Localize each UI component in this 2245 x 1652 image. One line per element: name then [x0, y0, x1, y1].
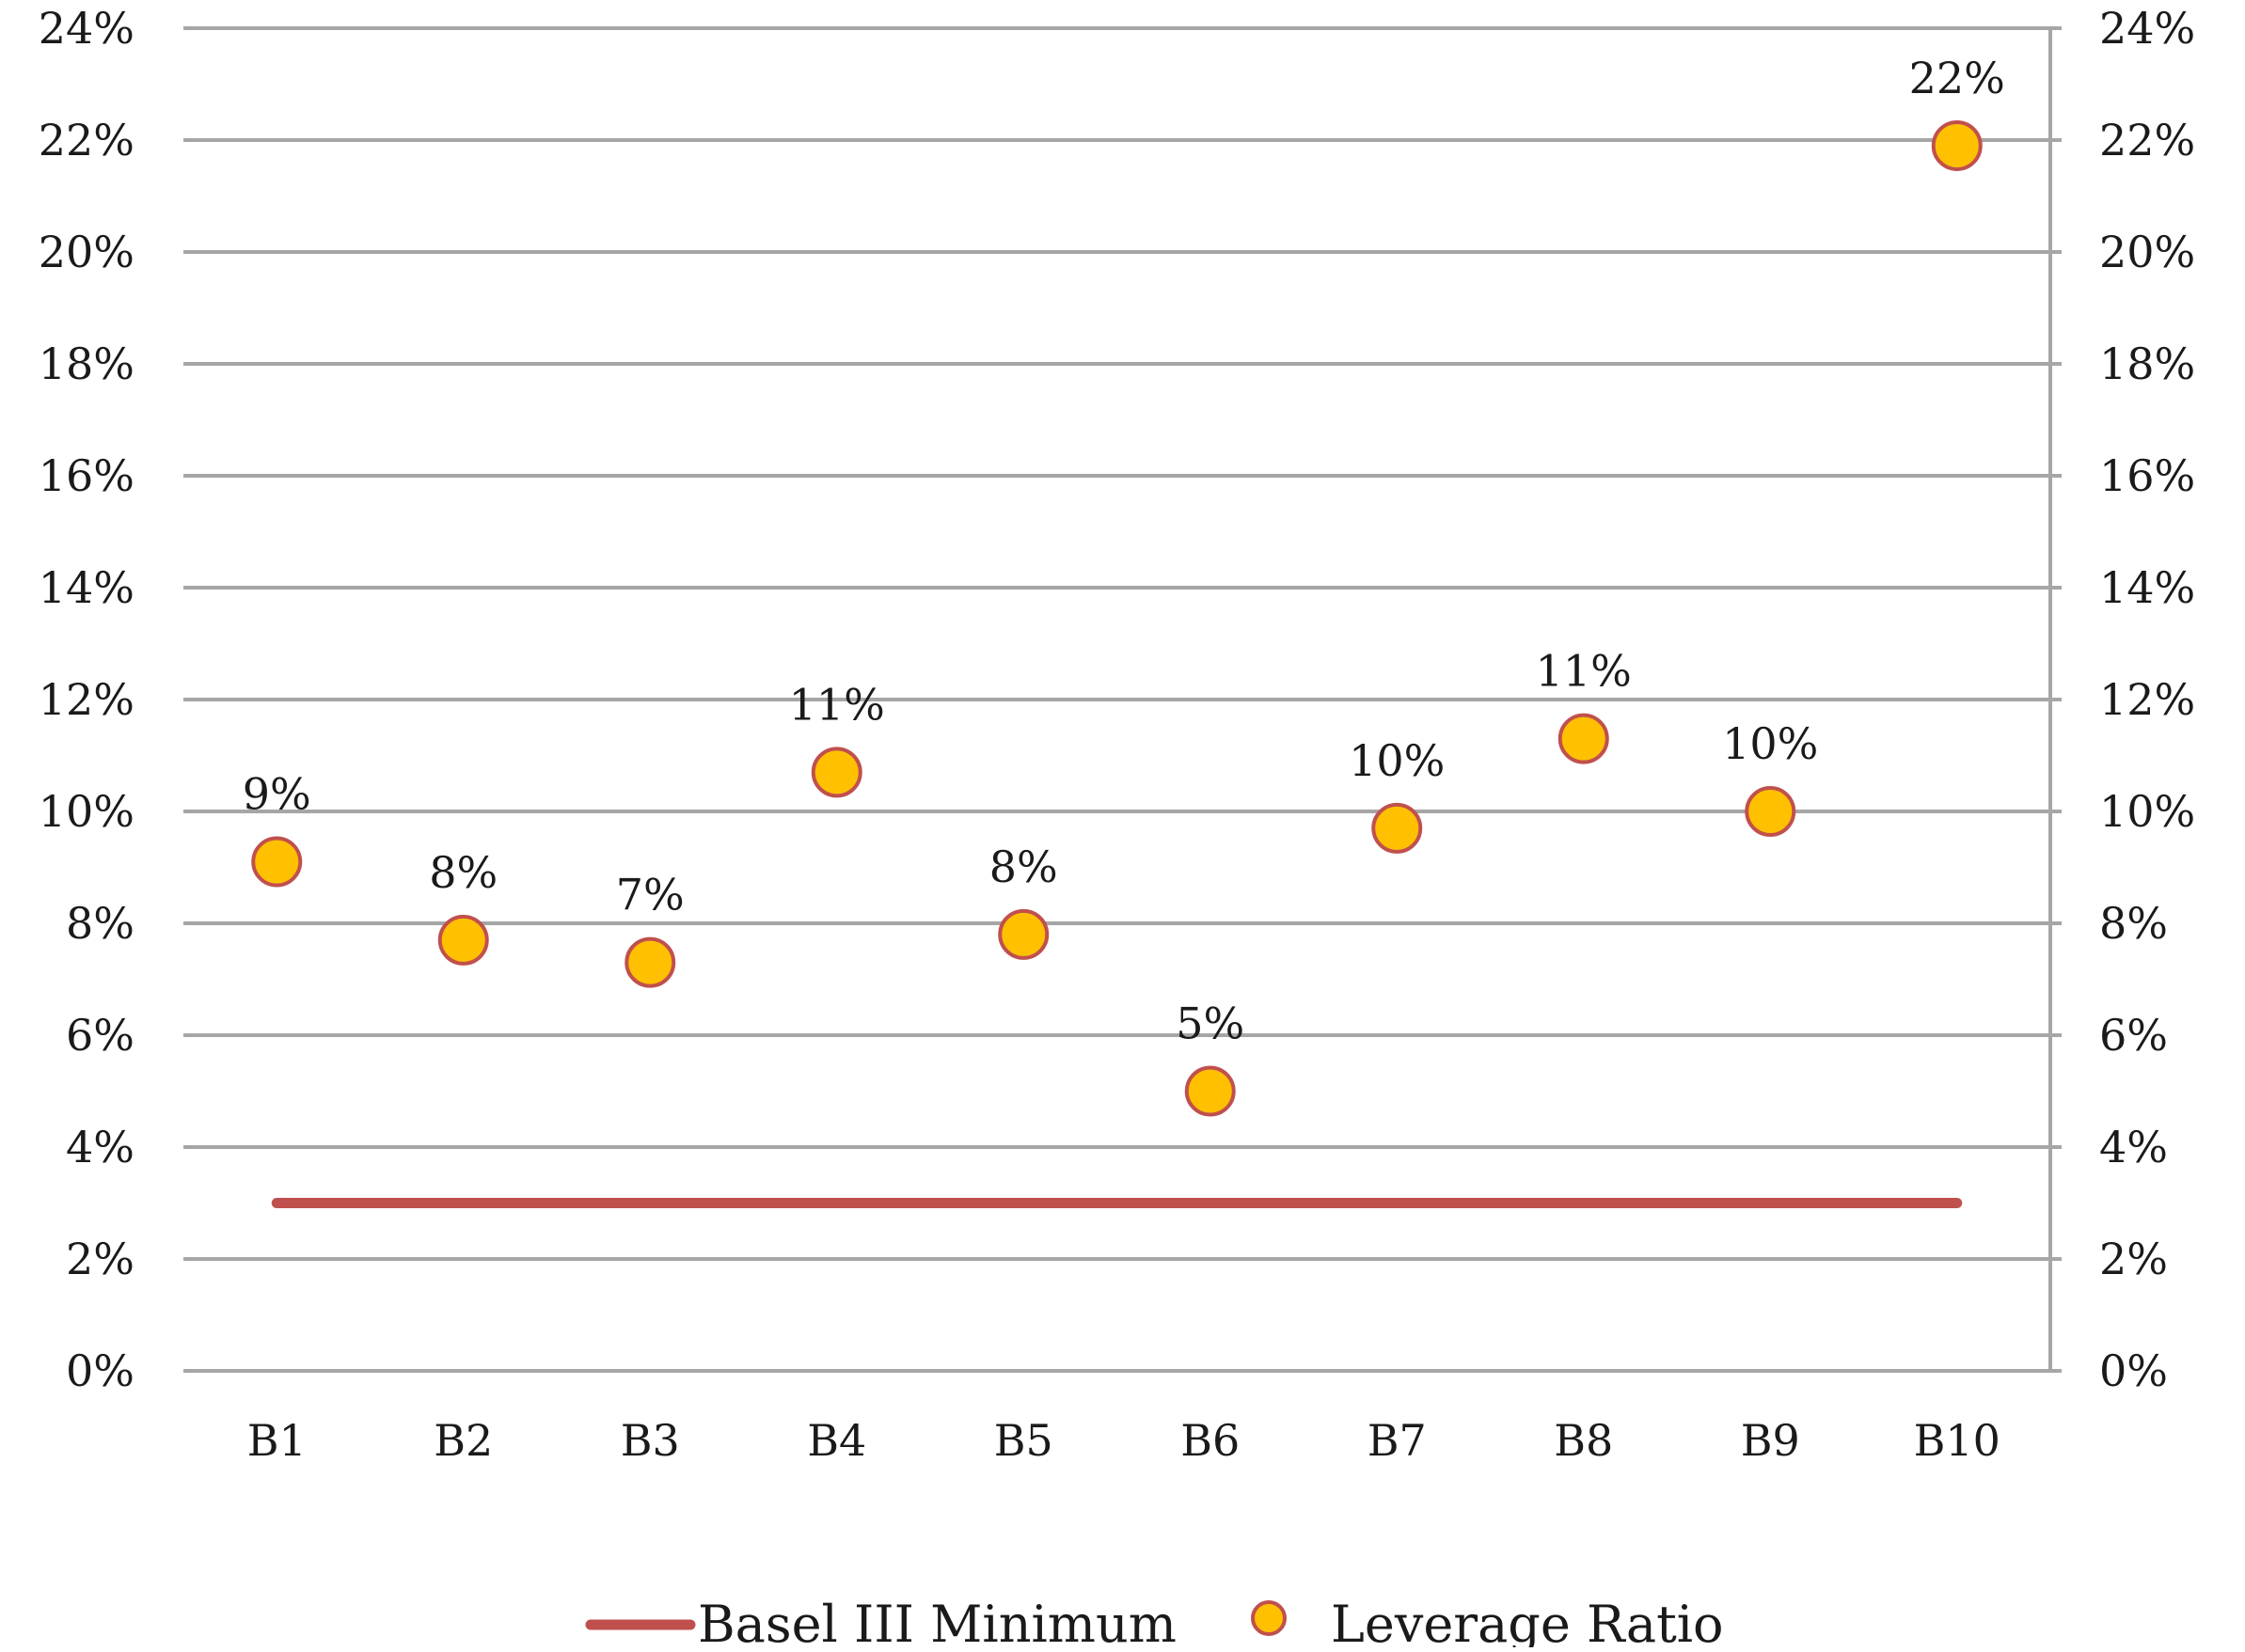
y-axis-left-ticks: 0% 2% 4% 6% 8% 10% 12% 14% 16% 18% 20% 22% 24%	[39, 3, 134, 1396]
y-tick-label-right: 10%	[2099, 786, 2195, 837]
x-category-label: B2	[434, 1415, 493, 1466]
y-tick-label-right: 12%	[2099, 674, 2195, 725]
y-axis-right-ticks: 0% 2% 4% 6% 8% 10% 12% 14% 16% 18% 20% 22% 24%	[2099, 3, 2195, 1396]
leverage-ratio-point	[1371, 802, 1423, 854]
leverage-ratio-point	[1745, 786, 1796, 837]
y-tick-label-right: 2%	[2099, 1234, 2168, 1284]
y-tick-label-left: 18%	[39, 338, 134, 389]
y-tick-label-right: 8%	[2099, 898, 2168, 949]
leverage-ratio-data-label: 9%	[243, 769, 311, 820]
legend-label-leverage-ratio: Leverage Ratio	[1331, 1595, 1724, 1647]
x-category-label: B1	[247, 1415, 307, 1466]
y-tick-label-left: 4%	[66, 1122, 134, 1172]
y-tick-label-left: 0%	[66, 1345, 134, 1396]
leverage-ratio-data-label: 22%	[1909, 53, 2005, 103]
legend-swatch-leverage-ratio	[1251, 1600, 1287, 1636]
y-tick-label-right: 0%	[2099, 1345, 2168, 1396]
y-tick-label-right: 6%	[2099, 1010, 2168, 1061]
x-category-label: B3	[621, 1415, 680, 1466]
y-tick-label-left: 20%	[39, 227, 134, 277]
y-tick-label-right: 14%	[2099, 562, 2195, 613]
leverage-ratio-data-label: 10%	[1722, 718, 1818, 769]
leverage-ratio-point	[811, 747, 862, 798]
x-category-label: B6	[1180, 1415, 1240, 1466]
leverage-ratio-data-label: 5%	[1176, 999, 1244, 1049]
y-tick-label-right: 20%	[2099, 227, 2195, 277]
x-category-label: B7	[1368, 1415, 1427, 1466]
leverage-ratio-point	[437, 914, 489, 966]
y-tick-label-left: 8%	[66, 898, 134, 949]
y-tick-label-left: 22%	[39, 115, 134, 165]
x-category-label: B8	[1554, 1415, 1613, 1466]
x-axis-category-labels: B1 B2 B3 B4 B5 B6 B7 B8 B9 B10	[247, 1415, 2000, 1466]
gridlines	[183, 26, 2050, 1373]
leverage-ratio-data-label: 8%	[989, 842, 1058, 892]
leverage-ratio-point	[998, 908, 1050, 960]
leverage-ratio-point	[251, 836, 303, 888]
x-category-label: B9	[1741, 1415, 1800, 1466]
leverage-ratio-point	[1557, 713, 1609, 764]
y-tick-label-left: 12%	[39, 674, 134, 725]
data-labels: 9% 8% 7% 11% 8% 5% 10% 11% 10% 22%	[243, 53, 2005, 1049]
x-category-label: B5	[994, 1415, 1053, 1466]
y-tick-label-right: 24%	[2099, 3, 2195, 54]
axes	[2048, 26, 2062, 1373]
leverage-ratio-point	[1931, 119, 1983, 171]
y-tick-label-left: 24%	[39, 3, 134, 54]
leverage-ratio-point	[624, 936, 676, 988]
leverage-ratio-data-label: 11%	[1536, 646, 1632, 697]
y-tick-label-left: 6%	[66, 1010, 134, 1061]
y-tick-label-left: 16%	[39, 450, 134, 501]
legend: Basel III Minimum Leverage Ratio	[585, 1595, 1724, 1652]
leverage-ratio-data-label: 8%	[429, 847, 498, 898]
x-category-label: B10	[1914, 1415, 2000, 1466]
y-tick-label-left: 2%	[66, 1234, 134, 1284]
leverage-ratio-data-label: 10%	[1349, 735, 1445, 786]
y-tick-label-left: 10%	[39, 786, 134, 837]
legend-label-basel-minimum: Basel III Minimum	[698, 1595, 1177, 1647]
y-tick-label-right: 4%	[2099, 1122, 2168, 1172]
x-category-label: B4	[807, 1415, 866, 1466]
y-tick-label-right: 18%	[2099, 338, 2195, 389]
leverage-ratio-data-label: 11%	[789, 679, 885, 730]
y-tick-label-right: 16%	[2099, 450, 2195, 501]
leverage-ratio-series	[251, 119, 1983, 1117]
y-tick-label-right: 22%	[2099, 115, 2195, 165]
leverage-ratio-data-label: 7%	[616, 870, 685, 920]
leverage-ratio-point	[1184, 1065, 1236, 1117]
y-tick-label-left: 14%	[39, 562, 134, 613]
